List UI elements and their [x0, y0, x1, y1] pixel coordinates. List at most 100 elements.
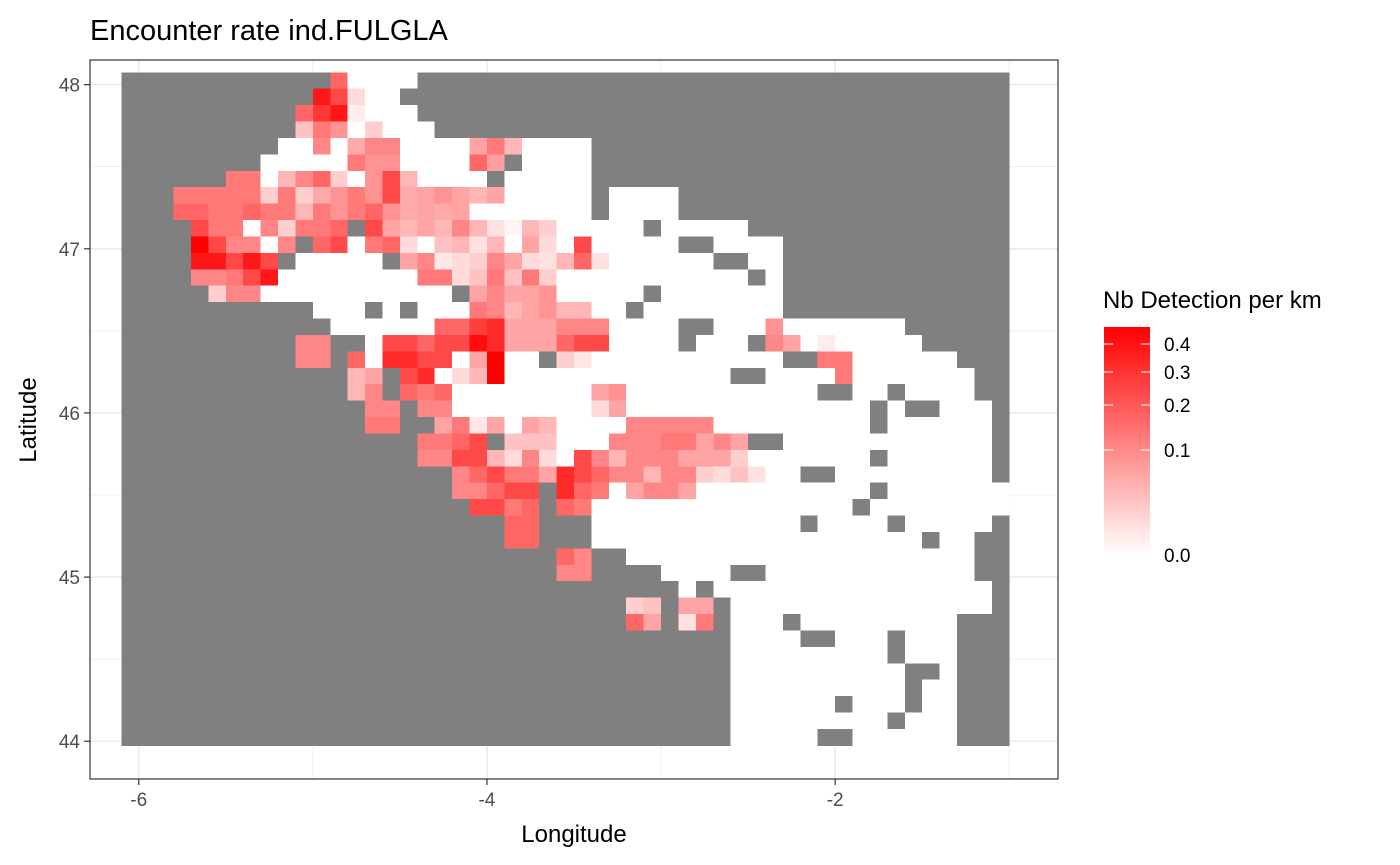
encounter-cell [521, 236, 540, 254]
encounter-cell [486, 187, 505, 205]
land-cell [922, 187, 941, 205]
land-cell [330, 384, 349, 402]
encounter-cell [608, 367, 627, 385]
land-cell [469, 696, 488, 713]
land-cell [347, 614, 366, 631]
land-cell [643, 88, 662, 106]
encounter-cell [330, 285, 349, 303]
land-cell [730, 170, 749, 188]
land-cell [347, 646, 366, 664]
encounter-cell [591, 318, 610, 336]
land-cell [991, 187, 1010, 205]
encounter-cell [869, 466, 888, 484]
x-axis-title: Longitude [521, 821, 626, 848]
land-cell [190, 449, 209, 467]
land-cell [295, 482, 314, 500]
land-cell [121, 696, 140, 713]
encounter-cell [312, 334, 331, 352]
encounter-cell [556, 334, 575, 352]
land-cell [991, 400, 1010, 418]
land-cell [330, 663, 349, 681]
encounter-cell [695, 220, 714, 237]
land-cell [713, 712, 732, 730]
land-cell [156, 302, 174, 319]
encounter-cell [608, 499, 627, 516]
encounter-cell [591, 220, 610, 237]
land-cell [260, 630, 279, 648]
land-cell [974, 285, 993, 303]
land-cell [817, 269, 836, 287]
land-cell [208, 531, 227, 549]
encounter-cell [643, 548, 662, 566]
land-cell [695, 236, 714, 254]
encounter-cell [243, 236, 262, 254]
encounter-cell [765, 548, 784, 566]
land-cell [225, 400, 244, 418]
encounter-cell [939, 614, 958, 631]
encounter-cell [399, 351, 418, 369]
land-cell [260, 367, 279, 385]
encounter-cell [695, 548, 714, 566]
land-cell [713, 696, 732, 713]
encounter-cell [817, 318, 836, 336]
land-cell [939, 334, 958, 352]
land-cell [817, 154, 836, 172]
land-cell [626, 712, 645, 730]
encounter-cell [782, 384, 801, 402]
encounter-cell [661, 417, 679, 434]
land-cell [138, 663, 157, 681]
land-cell [190, 564, 209, 582]
encounter-cell [312, 137, 331, 155]
encounter-cell [417, 318, 436, 336]
land-cell [190, 728, 209, 746]
encounter-cell [904, 384, 923, 402]
land-cell [539, 531, 557, 549]
land-cell [295, 367, 314, 385]
land-cell [939, 187, 958, 205]
encounter-cell [452, 433, 470, 451]
land-cell [138, 482, 157, 500]
x-tick-label: -2 [827, 790, 844, 811]
encounter-cell [574, 334, 592, 352]
land-cell [452, 72, 470, 90]
land-cell [887, 236, 906, 254]
land-cell [156, 564, 174, 582]
encounter-cell [730, 499, 749, 516]
land-cell [869, 72, 888, 90]
land-cell [330, 433, 349, 451]
land-cell [156, 220, 174, 237]
land-cell [138, 433, 157, 451]
land-cell [365, 646, 383, 664]
land-cell [835, 72, 853, 90]
encounter-cell [382, 72, 401, 90]
land-cell [904, 105, 923, 122]
land-cell [748, 170, 766, 188]
land-cell [434, 72, 453, 90]
land-cell [504, 663, 523, 681]
land-cell [260, 531, 279, 549]
land-cell [330, 449, 349, 467]
land-cell [399, 531, 418, 549]
land-cell [260, 614, 279, 631]
land-cell [138, 646, 157, 664]
land-cell [243, 614, 262, 631]
land-cell [991, 334, 1010, 352]
encounter-cell [521, 433, 540, 451]
land-cell [190, 646, 209, 664]
encounter-cell [295, 187, 314, 205]
encounter-cell [608, 203, 627, 221]
encounter-cell [765, 482, 784, 500]
land-cell [312, 548, 331, 566]
encounter-cell [765, 679, 784, 697]
land-cell [469, 531, 488, 549]
encounter-cell [504, 400, 523, 418]
land-cell [643, 679, 662, 697]
encounter-cell [365, 351, 383, 369]
land-cell [295, 531, 314, 549]
encounter-cell [678, 269, 697, 287]
land-cell [957, 630, 975, 648]
land-cell [852, 88, 871, 106]
encounter-cell [574, 137, 592, 155]
land-cell [138, 351, 157, 369]
encounter-cell [678, 449, 697, 467]
